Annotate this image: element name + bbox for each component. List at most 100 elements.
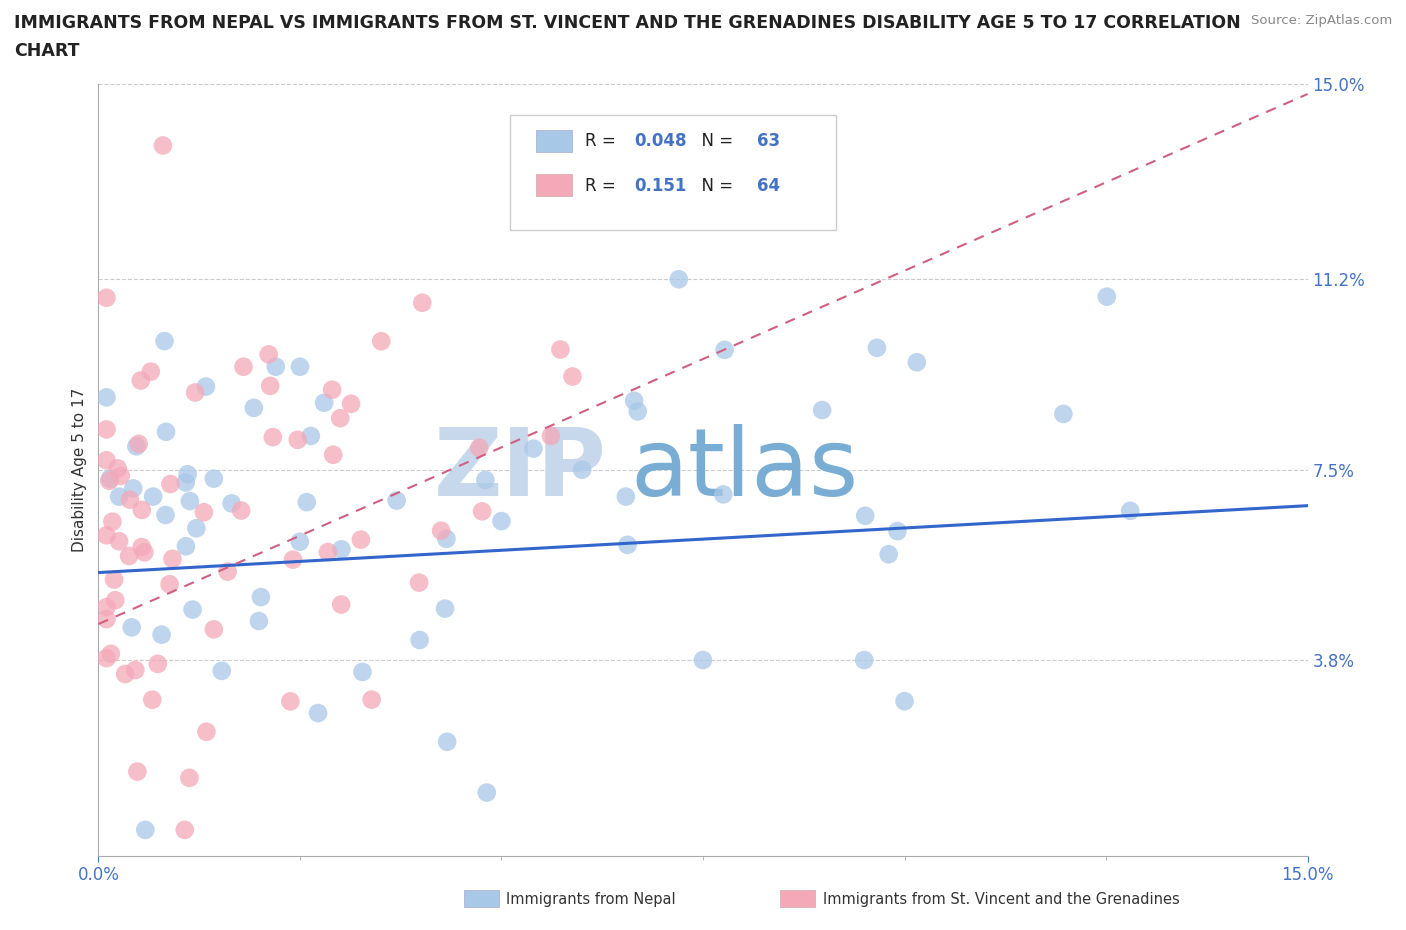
Point [330,542,353,557]
Point [202,472,225,486]
Point [103,572,125,587]
Text: R =: R = [585,177,626,194]
Point [125,439,148,454]
Point [307,706,329,721]
Point [96,528,118,543]
Point [627,404,650,418]
Point [179,494,201,509]
Point [96,390,118,405]
Point [202,622,225,637]
Y-axis label: Disability Age 5 to 17: Disability Age 5 to 17 [72,388,87,551]
Point [853,509,876,524]
Point [713,342,735,357]
Point [385,493,408,508]
Point [162,551,184,566]
Point [232,359,254,374]
Text: Immigrants from St. Vincent and the Grenadines: Immigrants from St. Vincent and the Gren… [823,892,1180,907]
Point [128,436,150,451]
Point [181,602,204,617]
Point [321,382,343,397]
Point [1119,503,1142,518]
Point [96,600,118,615]
Point [142,489,165,504]
Point [186,521,208,536]
Point [122,481,145,496]
Point [350,532,373,547]
Point [352,664,374,679]
Point [886,524,908,538]
Point [155,508,177,523]
Point [614,489,637,504]
Point [108,489,131,504]
Point [340,396,363,411]
Point [193,505,215,520]
Point [316,545,339,560]
Point [114,667,136,682]
Point [668,272,690,286]
Text: 0.151: 0.151 [634,177,686,194]
Point [468,440,491,455]
Text: N =: N = [690,132,738,150]
Point [434,601,457,616]
Point [281,552,304,567]
Point [131,539,153,554]
Point [905,355,928,370]
Point [221,496,243,511]
Point [430,524,453,538]
Point [877,547,900,562]
Point [853,653,876,668]
Point [329,411,352,426]
Point [571,462,593,477]
Point [159,577,181,591]
Point [96,651,118,666]
Point [408,632,430,647]
Point [134,822,156,837]
Point [141,692,163,707]
Point [107,461,129,476]
Point [146,657,169,671]
Point [100,646,122,661]
Point [322,447,344,462]
Point [436,735,458,750]
Point [616,538,638,552]
Text: IMMIGRANTS FROM NEPAL VS IMMIGRANTS FROM ST. VINCENT AND THE GRENADINES DISABILI: IMMIGRANTS FROM NEPAL VS IMMIGRANTS FROM… [14,14,1241,32]
Point [118,549,141,564]
Text: 63: 63 [758,132,780,150]
Point [121,620,143,635]
Point [287,432,309,447]
Point [129,373,152,388]
Point [174,475,197,490]
Point [179,770,201,785]
Point [314,395,336,410]
Point [176,467,198,482]
Point [411,296,433,311]
Point [264,359,287,374]
Point [195,724,218,739]
Point [259,379,281,393]
Point [1095,289,1118,304]
Point [491,513,513,528]
Text: Immigrants from Nepal: Immigrants from Nepal [506,892,676,907]
Point [243,401,266,416]
Point [96,612,118,627]
Text: Source: ZipAtlas.com: Source: ZipAtlas.com [1251,14,1392,27]
Point [139,365,162,379]
Point [623,393,645,408]
Point [124,662,146,677]
Point [118,492,141,507]
Point [131,502,153,517]
Point [134,545,156,560]
Text: N =: N = [690,177,738,194]
Point [561,369,583,384]
Point [360,692,382,707]
Point [184,385,207,400]
Point [104,592,127,607]
Point [96,422,118,437]
Point [96,290,118,305]
Point [159,476,181,491]
Point [295,495,318,510]
Text: ZIP: ZIP [433,424,606,515]
Point [101,514,124,529]
Text: R =: R = [585,132,620,150]
Point [217,565,239,579]
